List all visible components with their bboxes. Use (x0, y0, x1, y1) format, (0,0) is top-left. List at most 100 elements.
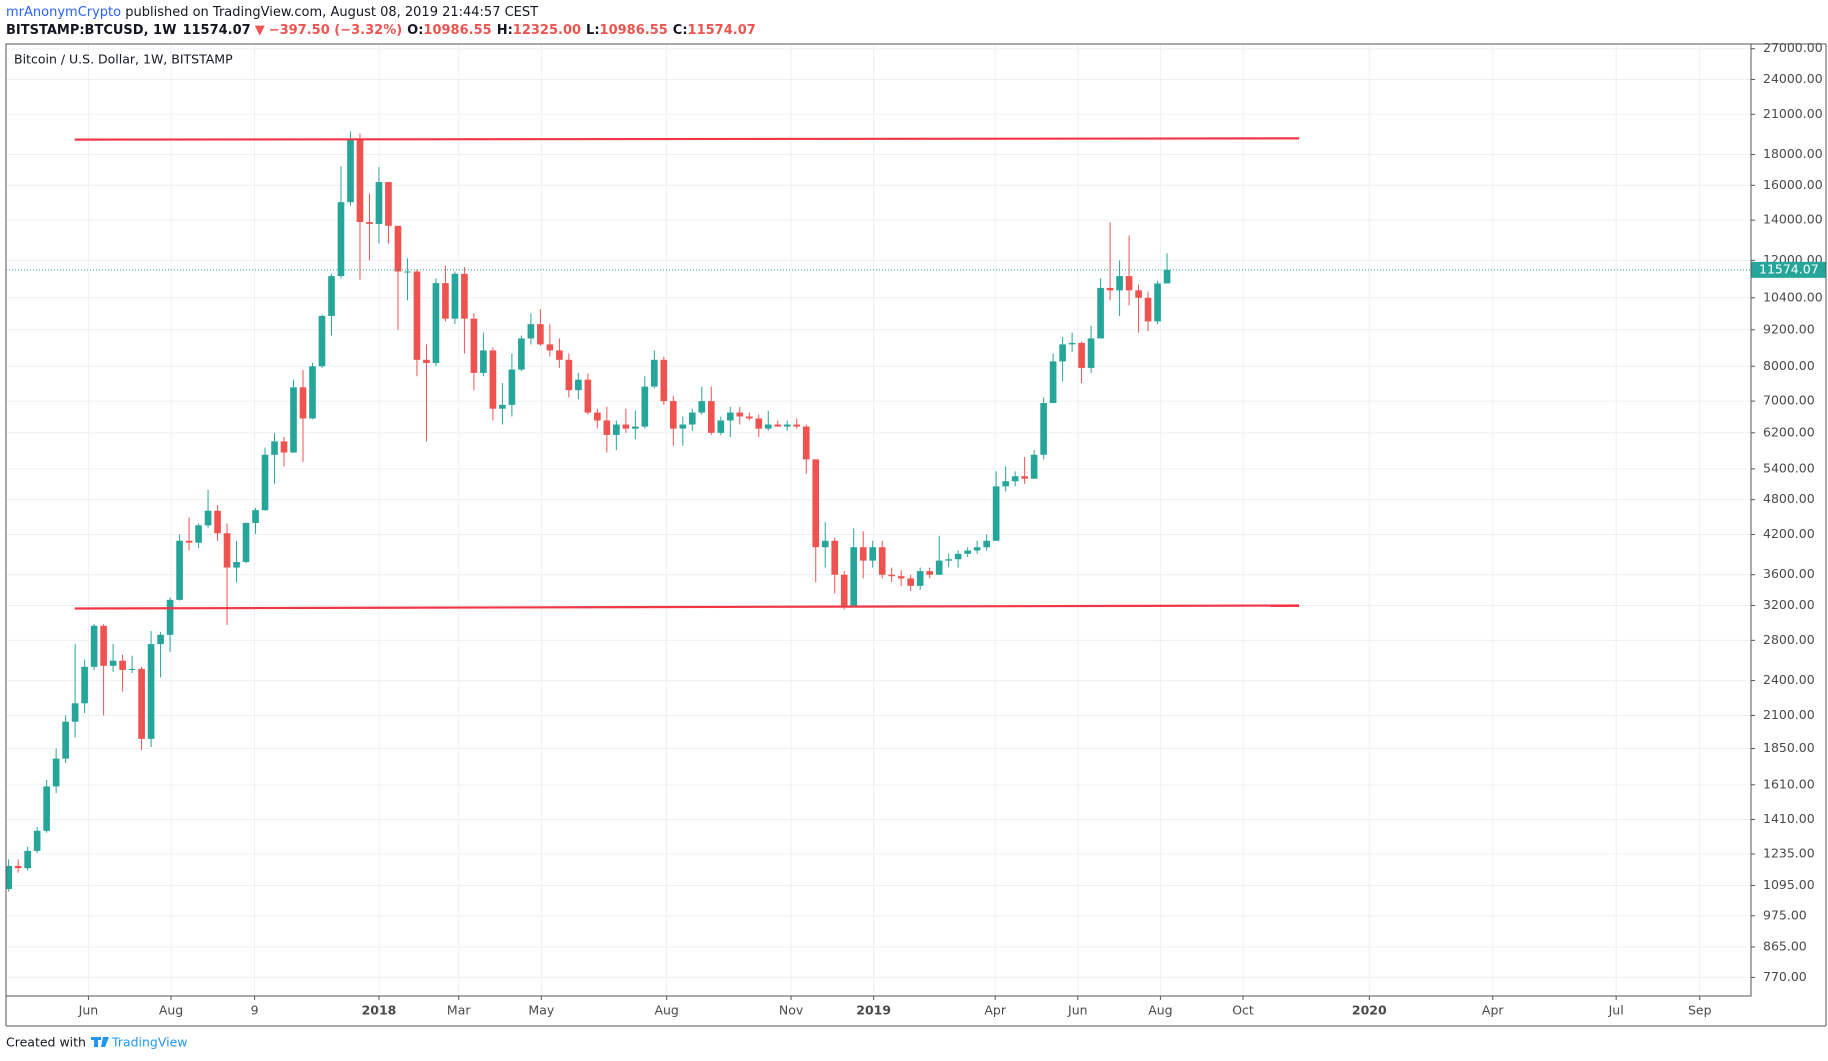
candle-body (755, 418, 763, 429)
x-tick-label: Aug (654, 1003, 678, 1018)
quote-value: 10986.55 (423, 23, 491, 38)
candle-body (1144, 297, 1152, 322)
candle-body (802, 426, 810, 460)
x-tick-label: Apr (1482, 1003, 1504, 1018)
candle-body (138, 668, 145, 739)
candle-body (442, 283, 449, 319)
x-tick-label: 2019 (856, 1003, 891, 1018)
candle-body (537, 324, 544, 345)
candle-body (840, 574, 848, 606)
candle-body (24, 850, 31, 869)
candle-body (43, 786, 50, 831)
candle-body (935, 560, 943, 575)
candle-body (394, 225, 402, 272)
quote-value: 11574.07 (688, 23, 756, 38)
x-tick-label: Jun (1067, 1003, 1088, 1018)
candle-body (195, 525, 202, 543)
candle-body (679, 424, 687, 429)
y-tick-label: 18000.00 (1763, 146, 1823, 161)
x-tick-label: Mar (447, 1003, 471, 1018)
candle-body (508, 369, 516, 405)
candle-body (992, 486, 1000, 541)
candle-body (641, 386, 649, 427)
x-tick-label: Nov (779, 1003, 804, 1018)
candle-body (6, 865, 12, 890)
author[interactable]: mrAnonymCrypto (6, 5, 121, 20)
candle-body (328, 276, 335, 316)
candle-body (907, 578, 915, 586)
candle-body (821, 540, 829, 548)
quote-label: O: (407, 23, 423, 38)
x-tick-label: 2018 (362, 1003, 397, 1018)
candle-body (897, 576, 905, 579)
candle-body (717, 420, 725, 433)
candle-body (888, 574, 896, 577)
candle-body (1125, 276, 1133, 291)
candle-body (973, 547, 981, 551)
footer-text: Created with (6, 1035, 86, 1050)
candle-body (1097, 287, 1104, 339)
candle-body (556, 350, 563, 360)
candle-body (964, 550, 971, 554)
x-tick-label: 9 (251, 1003, 259, 1018)
quote-value: 10986.55 (600, 23, 668, 38)
candle-body (764, 424, 772, 429)
last: 11574.07 (182, 23, 250, 38)
candle-body (299, 387, 307, 419)
candle-body (916, 571, 924, 586)
y-tick-label: 14000.00 (1763, 212, 1823, 227)
x-tick-label: Apr (984, 1003, 1006, 1018)
y-tick-label: 1410.00 (1763, 811, 1815, 826)
candle-body (223, 533, 231, 568)
footer-brand[interactable]: TradingView (111, 1035, 188, 1050)
candle-body (214, 510, 221, 534)
candles (6, 131, 1300, 892)
candle-body (62, 721, 69, 759)
candle-body (983, 540, 990, 548)
y-tick-label: 975.00 (1763, 907, 1807, 922)
x-tick-label: Sep (1688, 1003, 1712, 1018)
candle-body (1154, 283, 1161, 322)
candle-body (698, 401, 706, 413)
y-tick-label: 24000.00 (1763, 71, 1823, 86)
y-tick-label: 9200.00 (1763, 321, 1815, 336)
candle-body (100, 625, 107, 666)
candle-body (176, 540, 183, 600)
candle-body (499, 404, 506, 409)
candle-body (347, 139, 354, 203)
x-tick-label: Jun (78, 1003, 99, 1018)
quote-value: 12325.00 (513, 23, 581, 38)
plot-frame (5, 43, 1752, 997)
candle-body (81, 666, 88, 704)
candle-body (1087, 338, 1095, 368)
x-tick-label: Jul (1608, 1003, 1624, 1018)
candle-body (793, 424, 801, 427)
quote-label: C: (673, 23, 688, 38)
y-tick-label: 1850.00 (1763, 740, 1815, 755)
candle-body (1078, 342, 1085, 368)
candle-body (783, 424, 791, 427)
candle-body (423, 359, 430, 364)
candle-body (356, 139, 364, 223)
candle-body (878, 547, 886, 575)
x-tick-label: Oct (1232, 1003, 1254, 1018)
candle-body (1135, 290, 1142, 298)
candle-body (290, 387, 297, 453)
y-tick-label: 5400.00 (1763, 460, 1815, 475)
candle-body (470, 318, 478, 373)
candle-body (926, 571, 934, 575)
y-tick-label: 865.00 (1763, 939, 1807, 954)
candle-body (812, 459, 820, 548)
arrow: ▼ (255, 23, 265, 38)
candle-body (1021, 476, 1028, 479)
candle-body (204, 510, 212, 526)
candle-body (603, 420, 611, 435)
candle-body (669, 401, 677, 429)
y-tick-label: 10400.00 (1763, 289, 1823, 304)
candle-body (404, 271, 411, 273)
candle-body (147, 644, 155, 739)
trend-line (74, 137, 1300, 141)
candle-body (480, 350, 487, 373)
y-tick-label: 4200.00 (1763, 526, 1815, 541)
